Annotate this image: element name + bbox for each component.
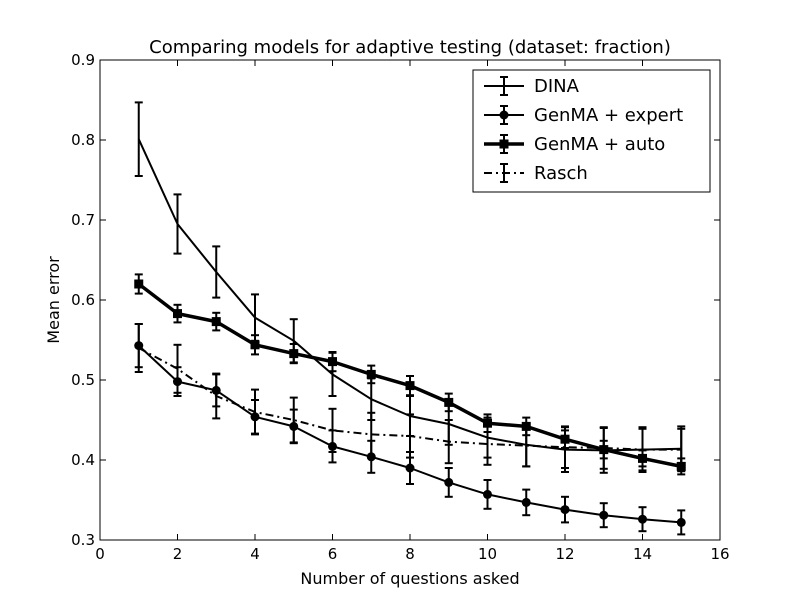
legend-label: Rasch (534, 163, 588, 184)
legend-entry-rasch: Rasch (484, 163, 588, 184)
data-point (599, 510, 609, 520)
data-point (250, 340, 260, 350)
legend-marker-sample (499, 110, 509, 120)
data-point (328, 357, 337, 367)
data-point (560, 505, 570, 515)
y-tick-label: 0.3 (71, 531, 95, 549)
axes: 0 2 4 6 8 10 12 14 16 0.3 0.4 0.5 0.6 0.7 0.8 0.9 (71, 51, 729, 563)
legend-entry-genma-auto: GenMA + auto (484, 134, 665, 155)
x-tick-label: 6 (328, 545, 338, 563)
plot-area (134, 101, 686, 536)
x-tick-label: 16 (710, 545, 729, 563)
x-tick-label: 2 (173, 545, 183, 563)
data-point (289, 349, 299, 359)
data-point (444, 477, 454, 487)
legend-entry-dina: DINA (484, 76, 580, 97)
data-point (173, 309, 182, 319)
data-point (521, 497, 531, 507)
data-point (211, 317, 221, 327)
data-point (483, 489, 492, 499)
data-point (366, 369, 376, 379)
y-tick-label: 0.6 (71, 291, 95, 309)
x-tick-label: 4 (250, 545, 260, 563)
series-line (138, 347, 682, 451)
y-tick-label: 0.5 (71, 371, 95, 389)
x-tick-label: 14 (633, 545, 652, 563)
data-point (405, 463, 415, 473)
x-tick-label: 12 (555, 545, 574, 563)
x-axis-label: Number of questions asked (300, 569, 519, 588)
legend-label: GenMA + auto (534, 134, 665, 155)
legend: DINA GenMA + expert GenMA + auto Rasch (472, 69, 711, 193)
data-point (134, 279, 144, 289)
series-rasch (134, 323, 686, 472)
y-tick-label: 0.4 (71, 451, 95, 469)
legend-label: DINA (534, 76, 580, 97)
y-tick-label: 0.7 (71, 211, 95, 229)
data-point (676, 517, 686, 527)
y-tick-label: 0.8 (71, 131, 95, 149)
chart-title: Comparing models for adaptive testing (d… (149, 37, 671, 58)
legend-frame (472, 69, 711, 193)
data-point (405, 381, 415, 391)
x-tick-label: 0 (95, 545, 105, 563)
y-tick-label: 0.9 (71, 51, 95, 69)
data-point (444, 397, 454, 407)
legend-entry-genma-expert: GenMA + expert (484, 105, 683, 126)
y-axis-label: Mean error (44, 256, 63, 344)
legend-marker-sample (499, 139, 509, 149)
x-tick-label: 8 (405, 545, 415, 563)
x-tick-label: 10 (478, 545, 497, 563)
legend-label: GenMA + expert (534, 105, 683, 126)
data-point (638, 514, 647, 524)
